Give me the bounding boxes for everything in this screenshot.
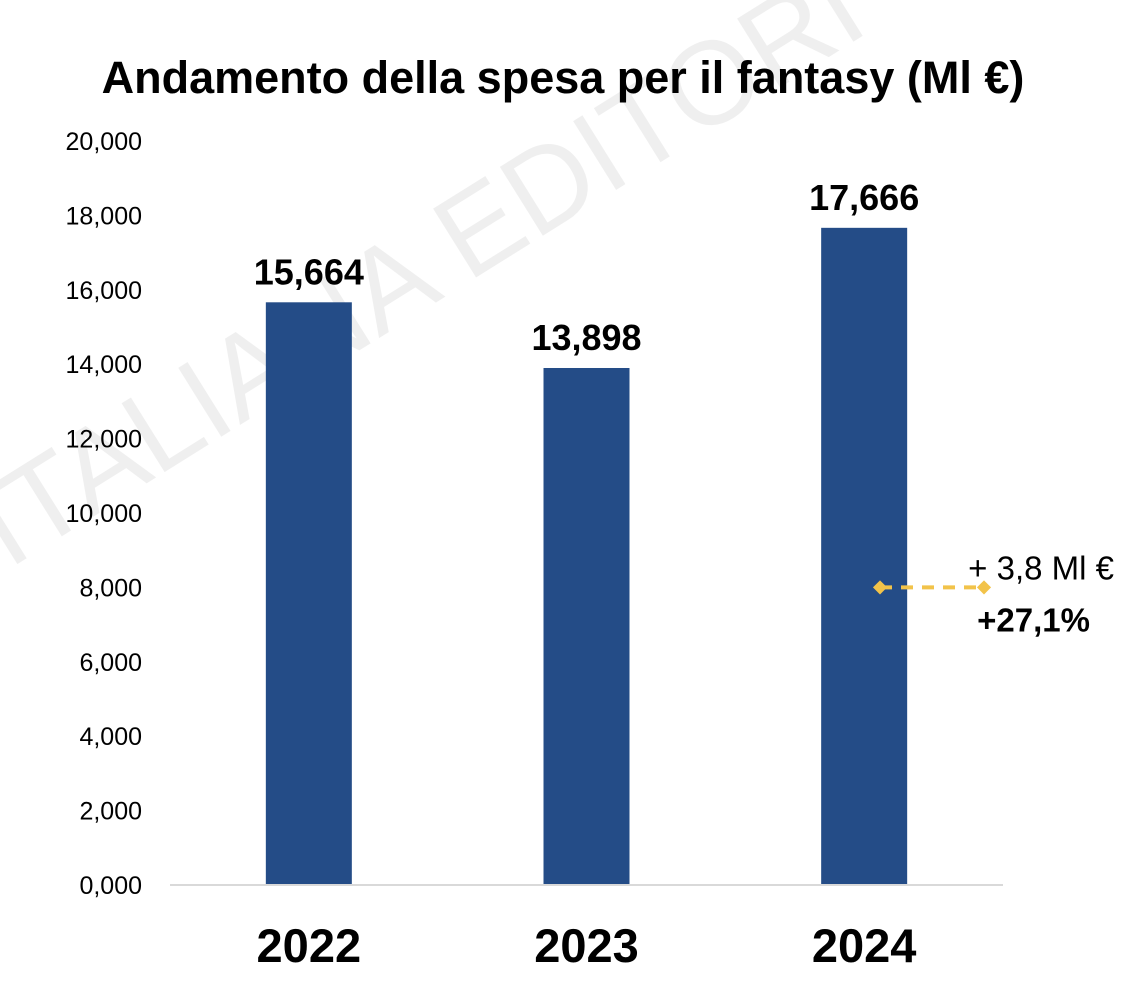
- x-tick-label-2022: 2022: [257, 919, 362, 972]
- bars: [265, 227, 908, 885]
- y-tick-label: 20,000: [66, 128, 142, 156]
- y-axis: 0,000 2,000 4,000 6,000 8,000 10,000 12,000 14,…: [66, 128, 142, 900]
- y-tick-label: 18,000: [66, 202, 142, 230]
- data-label-2024: 17,666: [809, 177, 919, 218]
- y-tick-label: 14,000: [66, 351, 142, 379]
- chart-title: Andamento della spesa per il fantasy (Ml…: [102, 52, 1025, 103]
- growth-annotation: + 3,8 Ml € +27,1%: [872, 549, 1114, 638]
- x-tick-label-2023: 2023: [534, 919, 639, 972]
- growth-marker-start: [872, 580, 888, 595]
- bar-2024: [821, 227, 908, 885]
- bar-2022: [265, 302, 352, 885]
- data-labels: 15,664 13,898 17,666: [254, 177, 919, 358]
- y-tick-label: 12,000: [66, 426, 142, 454]
- x-tick-label-2024: 2024: [812, 919, 917, 972]
- y-tick-label: 10,000: [66, 500, 142, 528]
- y-tick-label: 8,000: [79, 574, 142, 602]
- growth-percent-label: +27,1%: [977, 601, 1090, 638]
- growth-delta-label: + 3,8 Ml €: [968, 549, 1114, 586]
- y-tick-label: 2,000: [79, 798, 142, 826]
- y-tick-label: 0,000: [79, 872, 142, 900]
- y-tick-label: 4,000: [79, 723, 142, 751]
- y-tick-label: 16,000: [66, 277, 142, 305]
- x-axis: 2022 2023 2024: [257, 919, 917, 972]
- y-tick-label: 6,000: [79, 649, 142, 677]
- bar-2023: [543, 367, 630, 885]
- growth-marker-end: [976, 580, 992, 595]
- data-label-2022: 15,664: [254, 251, 364, 292]
- data-label-2023: 13,898: [531, 317, 641, 358]
